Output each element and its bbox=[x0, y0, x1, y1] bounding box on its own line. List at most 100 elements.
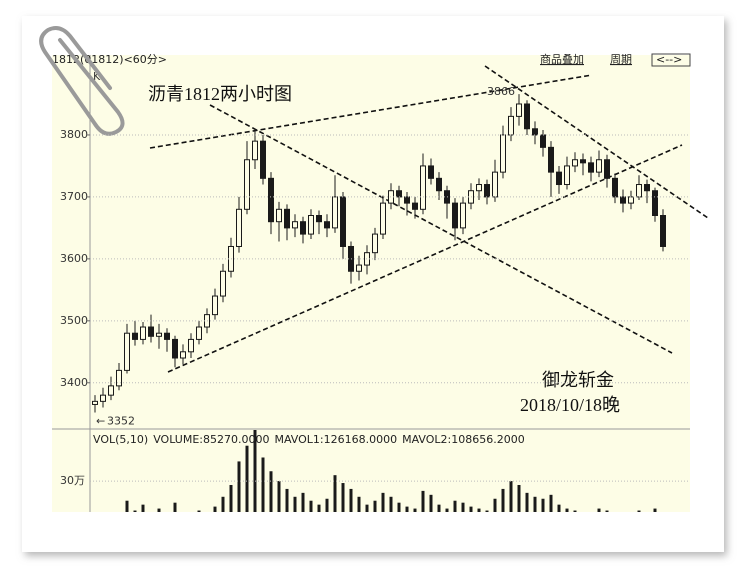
button[interactable]: <--> bbox=[656, 53, 682, 66]
candle-body bbox=[532, 128, 538, 136]
volume-bar bbox=[317, 504, 321, 512]
candle-body bbox=[268, 177, 274, 223]
candle-body bbox=[572, 159, 578, 167]
min-label: 3352 bbox=[107, 415, 135, 428]
volume-bar bbox=[509, 481, 513, 512]
volume-bar bbox=[429, 494, 433, 512]
candle-body bbox=[276, 208, 282, 223]
volume-bar bbox=[309, 500, 313, 512]
volume-bar bbox=[477, 508, 481, 512]
candle-body bbox=[212, 295, 218, 316]
candle-body bbox=[332, 196, 338, 229]
volume-panel bbox=[125, 430, 657, 512]
volume-bar bbox=[245, 445, 249, 512]
volume-bar bbox=[653, 508, 657, 512]
candle-body bbox=[300, 221, 306, 235]
volume-bar bbox=[349, 488, 353, 512]
volume-legend: VOL(5,10) VOLUME:85270.0000 MAVOL1:126168.… bbox=[93, 433, 525, 446]
volume-bar bbox=[293, 496, 297, 512]
candle-body bbox=[148, 326, 154, 337]
candle-body bbox=[340, 196, 346, 247]
volume-bar bbox=[565, 508, 569, 512]
candle-body bbox=[540, 134, 546, 148]
volume-bar bbox=[517, 485, 521, 512]
volume-bar bbox=[237, 461, 241, 512]
candle-body bbox=[164, 332, 170, 340]
candle-body bbox=[124, 332, 130, 371]
candle-body bbox=[524, 103, 530, 130]
candle-body bbox=[172, 338, 178, 359]
volume-bar bbox=[173, 502, 177, 512]
y-tick-label: 3600 bbox=[60, 252, 88, 265]
max-label: 3866 bbox=[487, 85, 515, 98]
candle-body bbox=[564, 165, 570, 186]
candle-body bbox=[356, 264, 362, 272]
annotation: 2018/10/18晚 bbox=[520, 395, 620, 415]
candle-body bbox=[484, 184, 490, 198]
annotation: 御龙斩金 bbox=[542, 370, 614, 390]
candle-body bbox=[516, 103, 522, 117]
volume-bar bbox=[469, 506, 473, 512]
y-label: K bbox=[93, 70, 101, 83]
trend-lines bbox=[149, 65, 709, 373]
y-tick-label: 3800 bbox=[60, 128, 88, 141]
volume-bar bbox=[541, 498, 545, 512]
paperclip bbox=[39, 26, 125, 136]
candle-body bbox=[180, 351, 186, 359]
button[interactable]: 商品叠加 bbox=[540, 52, 584, 66]
candle-body bbox=[460, 202, 466, 229]
candle-body bbox=[140, 326, 146, 340]
volume-bar bbox=[445, 508, 449, 512]
volume-bar bbox=[333, 475, 337, 512]
volume-bar bbox=[437, 504, 441, 512]
candle-body bbox=[644, 184, 650, 192]
volume-bar bbox=[261, 457, 265, 512]
candle-body bbox=[404, 196, 410, 204]
candle-body bbox=[628, 196, 634, 204]
volume-bar bbox=[325, 498, 329, 512]
candle-body bbox=[220, 270, 226, 297]
candle-body bbox=[620, 196, 626, 204]
candle-body bbox=[476, 184, 482, 192]
volume-bar bbox=[213, 506, 217, 512]
volume-bar bbox=[341, 483, 345, 512]
candle-body bbox=[188, 338, 194, 353]
volume-bar bbox=[373, 500, 377, 512]
candle-body bbox=[420, 165, 426, 210]
volume-bar bbox=[453, 500, 457, 512]
y-tick-label: 3700 bbox=[60, 190, 88, 203]
volume-bar bbox=[525, 492, 529, 512]
volume-bar bbox=[605, 510, 609, 512]
legend-entry: VOLUME:85270.0000 bbox=[153, 433, 269, 446]
volume-bar bbox=[381, 492, 385, 512]
volume-bar bbox=[221, 496, 225, 512]
volume-bar bbox=[301, 492, 305, 512]
candle-body bbox=[132, 332, 138, 340]
volume-bar bbox=[573, 510, 577, 512]
candle-body bbox=[612, 177, 618, 198]
volume-bar bbox=[357, 496, 361, 512]
candle-body bbox=[412, 202, 418, 210]
candle-body bbox=[660, 215, 666, 247]
legend-entry: MAVOL2:108656.2000 bbox=[402, 433, 525, 446]
candle-body bbox=[452, 202, 458, 229]
candle-body bbox=[396, 190, 402, 198]
volume-bar bbox=[125, 500, 129, 512]
volume-bar bbox=[269, 471, 273, 512]
volume-bar bbox=[533, 496, 537, 512]
candle-body bbox=[652, 190, 658, 217]
candle-body bbox=[196, 326, 202, 340]
y-tick-label: 3500 bbox=[60, 314, 88, 327]
volume-bar bbox=[637, 510, 641, 512]
min-arrow: ← bbox=[96, 415, 105, 428]
chart-bg bbox=[52, 55, 690, 512]
candle-body bbox=[556, 171, 562, 186]
candle-body bbox=[636, 184, 642, 198]
volume-bar bbox=[461, 502, 465, 512]
volume-bar bbox=[397, 502, 401, 512]
button[interactable]: 周期 bbox=[610, 53, 632, 66]
candle-body bbox=[292, 221, 298, 229]
candle-body bbox=[580, 159, 586, 164]
candle-body bbox=[116, 369, 122, 387]
